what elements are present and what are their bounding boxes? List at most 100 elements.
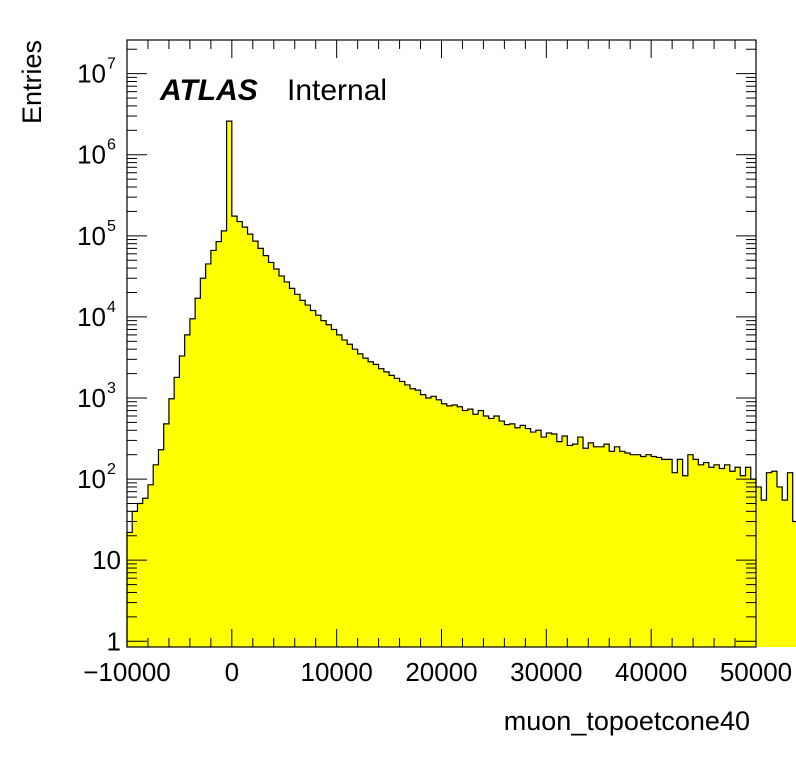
histogram-bar (252, 241, 259, 647)
histogram-bar (776, 486, 783, 647)
histogram-bar (530, 432, 537, 647)
histogram-bar (509, 423, 516, 647)
histogram-bar (410, 388, 416, 647)
y-tick-exponent: 4 (107, 299, 116, 316)
y-tick-label: 10 (77, 221, 106, 251)
y-tick-exponent: 2 (107, 461, 116, 478)
histogram-bar (740, 475, 746, 647)
histogram-bar (147, 484, 154, 647)
histogram-bar (362, 358, 369, 647)
histogram-bar (168, 398, 175, 647)
histogram-bar (263, 255, 269, 647)
histogram-bar (488, 418, 495, 647)
histogram-bar (682, 475, 689, 647)
histogram-bar (137, 503, 144, 647)
histogram-bar (457, 406, 463, 647)
histogram-bar (514, 427, 521, 647)
histogram-bar (174, 377, 180, 647)
histogram-bar (567, 445, 573, 647)
histogram-bar (399, 381, 406, 647)
histogram-outline (126, 120, 796, 647)
histogram-bar (504, 424, 510, 647)
histogram-bar (446, 405, 453, 647)
histogram-bar (493, 416, 500, 647)
histogram-bar (467, 409, 474, 647)
histogram-bar (415, 390, 421, 647)
histogram-bar (310, 310, 316, 647)
histogram-bar (383, 371, 390, 647)
histogram-bar (389, 375, 395, 647)
histogram-bar (598, 446, 605, 647)
histogram-bar (714, 464, 720, 647)
histogram-bar (687, 454, 694, 647)
histogram-bar (708, 467, 715, 647)
histogram-bar (703, 462, 710, 647)
histogram-bar (294, 294, 301, 647)
histogram-bar (184, 334, 191, 647)
histogram-bar (305, 305, 311, 647)
histogram-bar (210, 250, 217, 647)
histogram-bar (624, 452, 631, 647)
histogram-bar (247, 234, 254, 648)
histogram-bar (562, 436, 568, 647)
histogram-bar (279, 275, 285, 647)
histogram-bar (525, 428, 531, 647)
histogram-bar (242, 227, 248, 647)
histogram-bar (216, 241, 222, 648)
y-tick-label: 10 (77, 383, 106, 413)
histogram-bar (284, 281, 290, 647)
histogram-bar (336, 334, 343, 647)
axis-ticks (126, 40, 757, 647)
histogram-bar (431, 396, 437, 647)
histogram-bar (425, 398, 432, 647)
x-tick-label: 50000 (720, 657, 792, 687)
histogram-bar (609, 451, 615, 647)
x-tick-label: −10000 (83, 657, 170, 687)
histogram-bar (666, 459, 673, 647)
histogram-bar (441, 403, 448, 647)
histogram-bar (603, 444, 610, 647)
histogram-bar (451, 405, 458, 647)
histogram-bar (226, 121, 233, 648)
histogram-bar (189, 318, 196, 647)
y-tick-exponent: 5 (107, 218, 116, 235)
histogram-bar (719, 468, 725, 647)
y-tick-exponent: 7 (107, 56, 116, 73)
y-tick-label: 10 (77, 140, 106, 170)
histogram-bar (200, 278, 206, 647)
x-tick-label: 10000 (301, 657, 373, 687)
histogram-bar (320, 320, 327, 647)
histogram-bar (420, 394, 427, 647)
histogram-bar (273, 268, 280, 647)
histogram-bar (787, 472, 793, 647)
x-tick-label: 30000 (510, 657, 582, 687)
histogram-bar (750, 479, 757, 647)
histogram-bar (593, 446, 600, 647)
histogram-bar (315, 315, 322, 647)
histogram-bar (792, 521, 796, 647)
histogram-bar (142, 498, 149, 647)
histogram-bar (588, 442, 594, 647)
y-tick-label: 1 (107, 626, 121, 656)
histogram-bar (645, 454, 652, 647)
histogram-bar (698, 464, 704, 647)
histogram-bar (619, 451, 626, 647)
histogram-bar (132, 511, 138, 647)
histogram-bar (499, 421, 505, 647)
histogram-bar (179, 355, 185, 647)
histogram-bar (520, 425, 526, 647)
histogram-bar (761, 500, 767, 647)
histogram-bar (127, 532, 133, 647)
histogram-bar (546, 433, 552, 647)
histogram-bar (724, 464, 731, 647)
histogram-bar (237, 221, 243, 648)
histogram-bar (572, 444, 579, 647)
histogram-bar (158, 449, 164, 647)
histogram-bar (672, 472, 678, 647)
histogram-bar (326, 324, 332, 647)
y-tick-label: 10 (92, 545, 121, 575)
histogram-bar (640, 456, 647, 647)
histogram-bar (541, 437, 547, 647)
histogram-bar (483, 416, 489, 647)
